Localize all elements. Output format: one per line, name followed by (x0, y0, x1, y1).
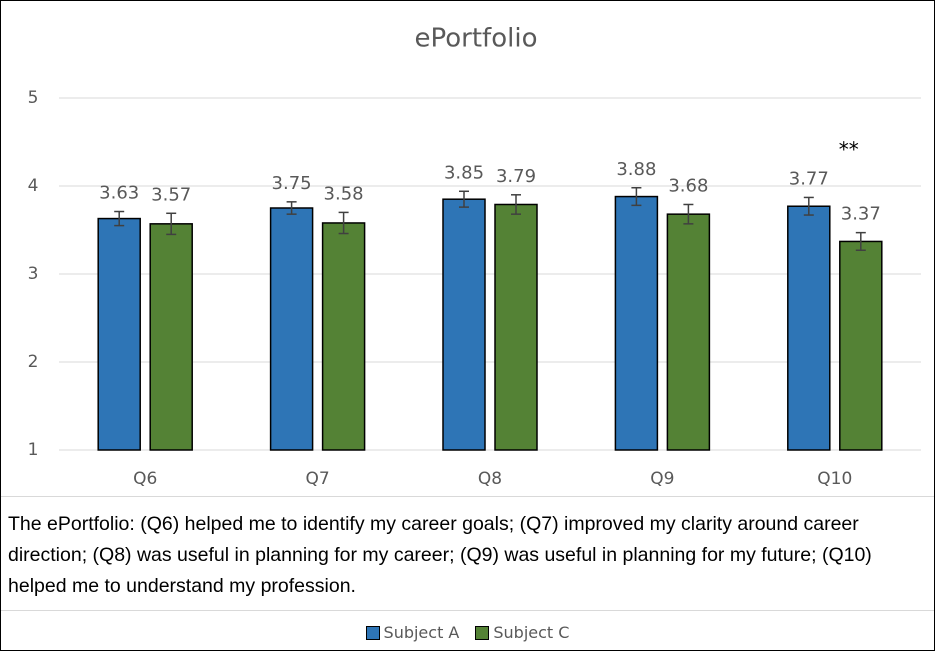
annotation: ** (839, 138, 859, 162)
bar (149, 223, 193, 451)
chart: ePortfolio 1 2 3 4 5 Q6 3.63 3.57 Q7 3.75 3.58 Q8 3.… (28, 24, 921, 489)
bar (494, 203, 538, 451)
data-label: 3.85 (444, 162, 484, 183)
y-tick-label: 4 (28, 176, 39, 196)
y-tick-label: 3 (28, 264, 39, 284)
x-tick-label: Q10 (817, 469, 852, 489)
bar (321, 222, 366, 451)
legend-swatch (475, 625, 490, 640)
bar (839, 240, 883, 451)
x-tick-label: Q7 (305, 469, 329, 489)
data-label: 3.58 (324, 183, 364, 204)
bar (614, 195, 659, 451)
x-tick-label: Q9 (650, 469, 674, 489)
chart-title: ePortfolio (415, 24, 538, 54)
legend-label: Subject A (383, 623, 460, 642)
legend-item: Subject A (365, 623, 460, 642)
data-label: 3.63 (99, 183, 139, 204)
x-tick-label: Q6 (133, 469, 157, 489)
caption: The ePortfolio: (Q6) helped me to identi… (1, 496, 934, 611)
y-tick-label: 5 (28, 88, 39, 108)
data-label: 3.88 (616, 159, 656, 180)
bar (666, 213, 711, 451)
legend-swatch (365, 625, 380, 640)
data-label: 3.37 (841, 204, 881, 225)
data-label: 3.75 (272, 173, 312, 194)
data-label: 3.68 (668, 175, 708, 196)
data-label: 3.57 (151, 184, 191, 205)
y-tick-label: 1 (28, 440, 39, 460)
x-tick-label: Q8 (478, 469, 502, 489)
bar (442, 198, 486, 451)
legend-label: Subject C (493, 623, 570, 642)
bar (787, 205, 831, 451)
legend: Subject A Subject C (1, 623, 934, 644)
y-tick-label: 2 (28, 352, 39, 372)
data-label: 3.77 (789, 168, 829, 189)
bar (97, 217, 141, 451)
legend-item: Subject C (475, 623, 569, 642)
bar (269, 207, 314, 451)
data-label: 3.79 (496, 166, 536, 187)
